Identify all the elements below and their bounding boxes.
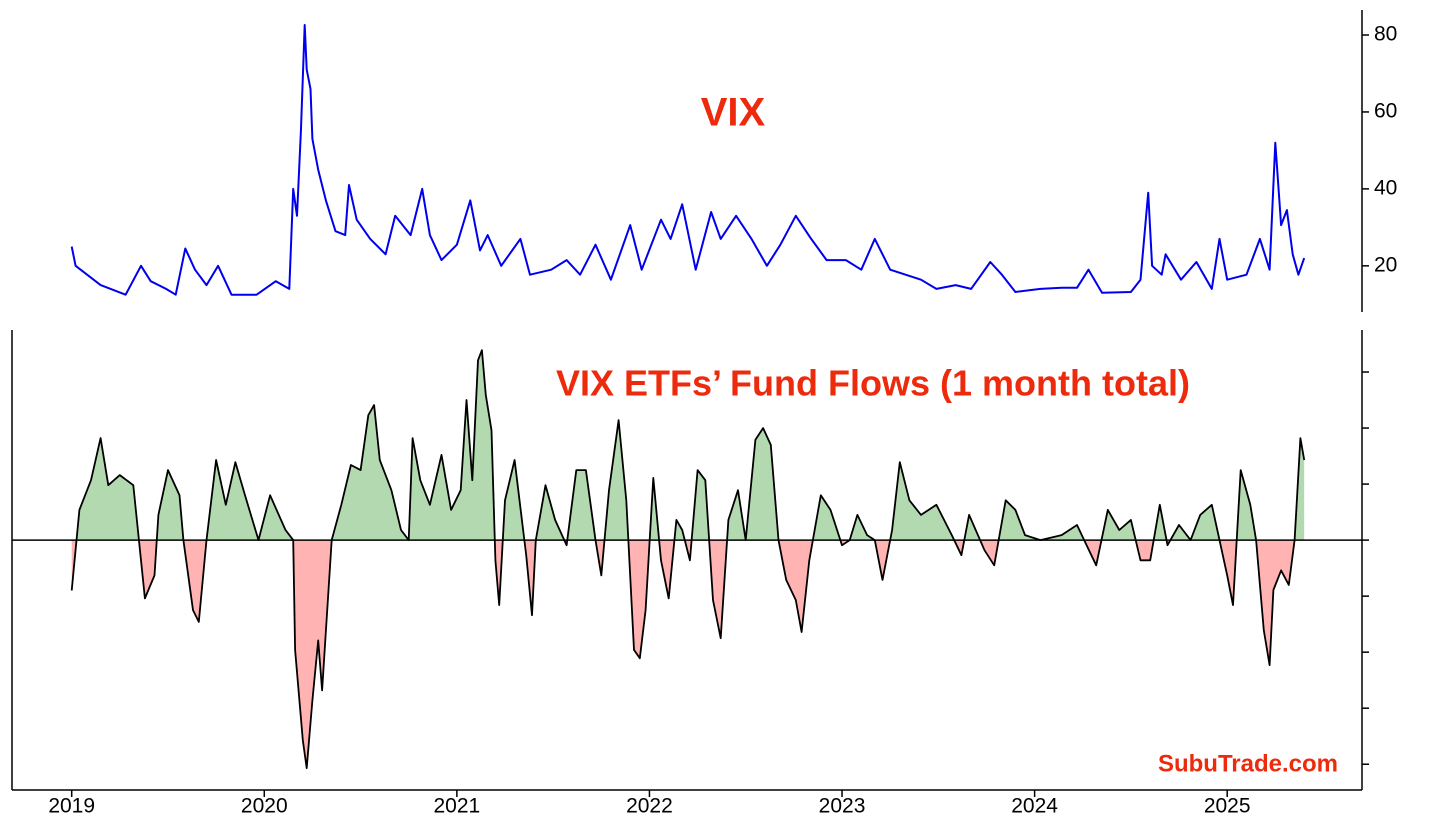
y-tick-label: 80: [1374, 23, 1397, 46]
watermark: SubuTrade.com: [1158, 750, 1338, 777]
chart-title: VIX: [701, 91, 766, 135]
x-tick-label: 2025: [1204, 795, 1251, 818]
negative-area: [71, 540, 1305, 769]
x-tick-label: 2023: [819, 795, 866, 818]
x-tick-label: 2020: [241, 795, 288, 818]
y-tick-label: 20: [1374, 253, 1397, 276]
x-tick-label: 2022: [626, 795, 673, 818]
x-tick-label: 2021: [434, 795, 481, 818]
positive-area: [76, 350, 1305, 541]
y-tick-label: 40: [1374, 176, 1397, 199]
x-tick-label: 2024: [1011, 795, 1058, 818]
chart-title: VIX ETFs’ Fund Flows (1 month total): [556, 363, 1190, 404]
flow-line: [70, 349, 1306, 769]
vix-line: [70, 24, 1306, 296]
y-tick-label: 60: [1374, 99, 1397, 122]
x-tick-label: 2019: [48, 795, 95, 818]
